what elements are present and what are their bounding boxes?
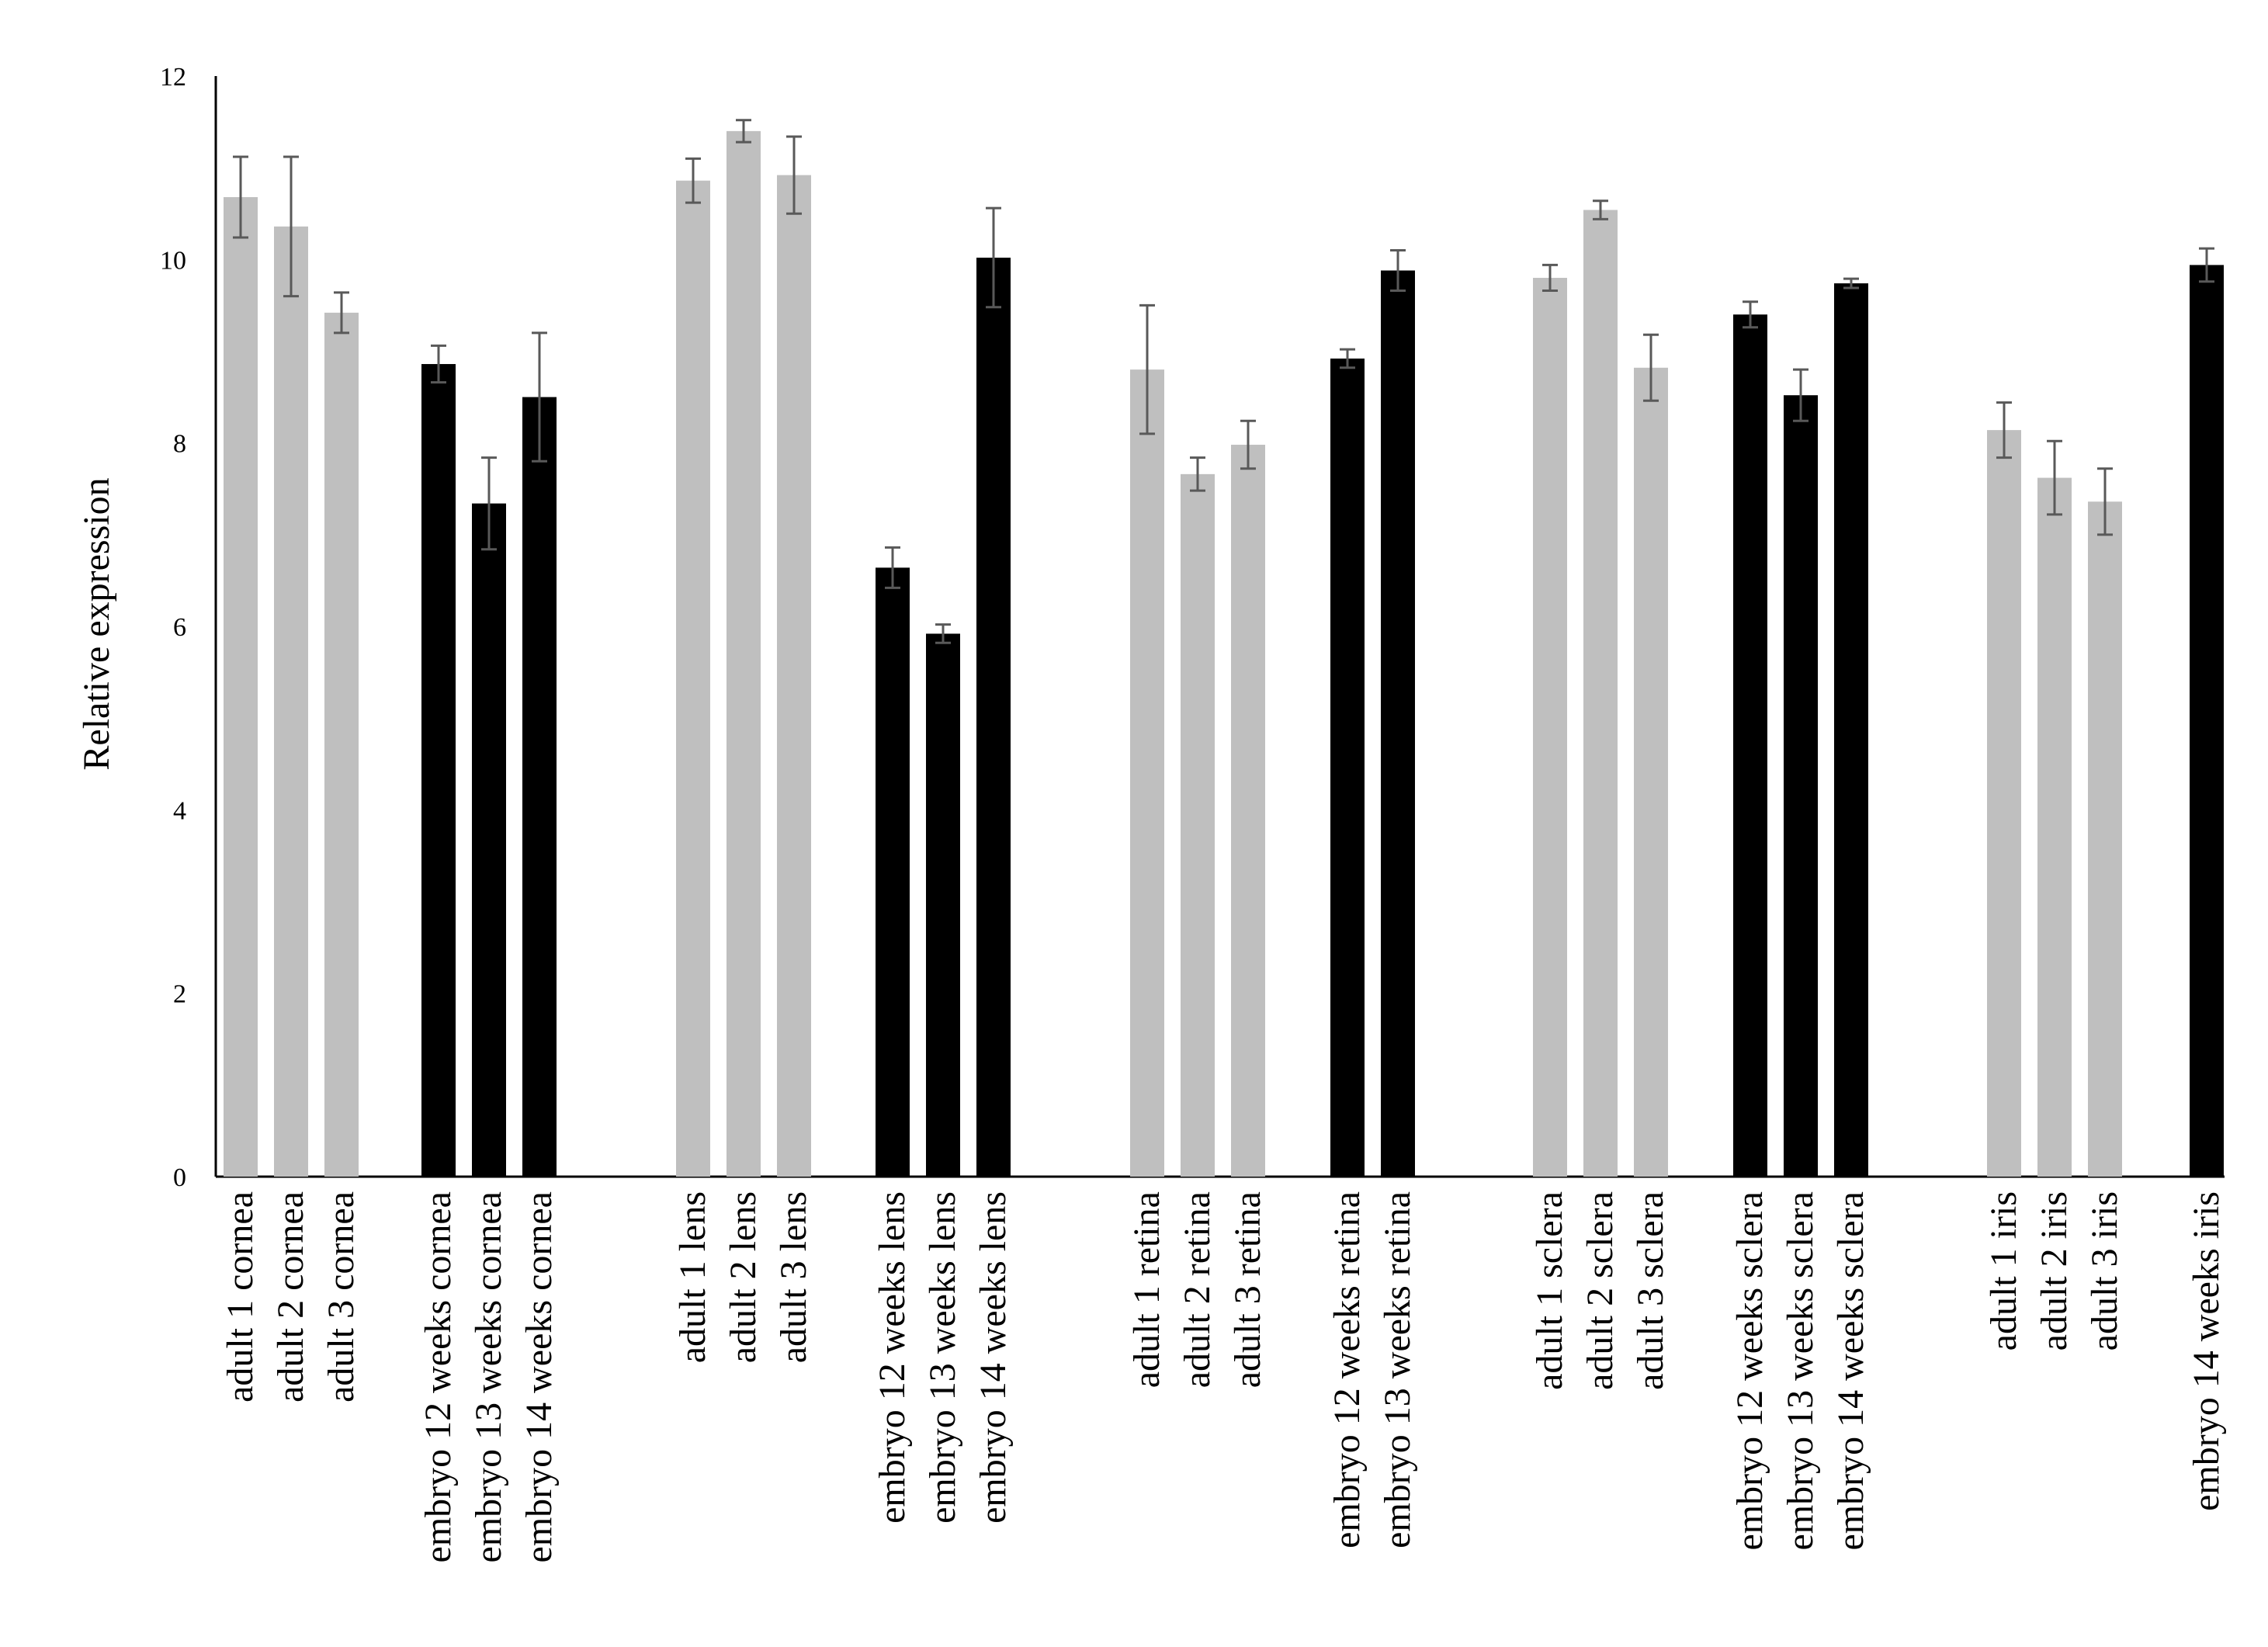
y-tick-label: 6 — [173, 613, 186, 642]
x-tick-label: adult 1 retina — [1126, 1191, 1167, 1388]
bar — [1583, 210, 1618, 1177]
bar — [472, 503, 506, 1177]
bar — [1834, 283, 1868, 1177]
x-tick-label: embryo 14 weeks iris — [2186, 1191, 2227, 1511]
x-tick-label: adult 2 retina — [1177, 1191, 1218, 1388]
bar — [2037, 477, 2072, 1177]
y-tick-label: 0 — [173, 1163, 186, 1192]
bar — [1381, 270, 1415, 1177]
y-axis-label: Relative expression — [76, 477, 117, 770]
error-bars — [233, 119, 2214, 644]
bar — [2088, 501, 2122, 1177]
y-tick-labels: 0 2 4 6 8 10 12 — [160, 63, 186, 1192]
x-tick-label: adult 3 cornea — [321, 1191, 362, 1403]
y-tick-label: 2 — [173, 980, 186, 1009]
error-bar — [431, 344, 446, 384]
x-tick-label: embryo 13 weeks lens — [922, 1191, 963, 1524]
error-bar — [1643, 333, 1659, 402]
error-bar — [1340, 348, 1355, 369]
y-tick-label: 4 — [173, 796, 186, 825]
error-bar — [1139, 303, 1155, 435]
x-tick-label: embryo 13 weeks retina — [1377, 1191, 1418, 1548]
error-bar — [1542, 263, 1558, 293]
x-tick-label: embryo 12 weeks retina — [1326, 1191, 1368, 1548]
bar — [926, 633, 960, 1177]
error-bar — [2097, 467, 2113, 536]
error-bar — [885, 546, 900, 589]
x-tick-label: adult 3 iris — [2084, 1191, 2125, 1351]
bar — [1634, 367, 1668, 1177]
bar — [1181, 473, 1215, 1177]
bar — [1533, 277, 1567, 1177]
bar — [324, 312, 359, 1177]
bar — [274, 226, 308, 1177]
error-bar — [2047, 439, 2062, 516]
x-tick-label: adult 2 lens — [723, 1191, 764, 1363]
x-tick-labels: adult 1 cornea adult 2 cornea adult 3 corn… — [220, 1191, 2227, 1562]
x-tick-label: embryo 13 weeks cornea — [468, 1191, 509, 1562]
error-bar — [935, 623, 951, 644]
error-bar — [986, 206, 1001, 309]
x-tick-label: embryo 14 weeks sclera — [1830, 1191, 1871, 1551]
error-bar — [1793, 368, 1809, 422]
x-tick-label: adult 3 lens — [773, 1191, 814, 1363]
error-bar — [1240, 419, 1256, 470]
bar — [522, 397, 557, 1177]
bar — [777, 175, 811, 1177]
bar — [421, 364, 456, 1177]
error-bar — [1593, 199, 1608, 220]
x-tick-label: adult 1 iris — [1983, 1191, 2024, 1351]
error-bar — [685, 157, 701, 204]
error-bar — [532, 331, 547, 463]
error-bar — [283, 155, 299, 298]
bar — [1987, 430, 2021, 1177]
x-tick-label: adult 1 lens — [672, 1191, 713, 1363]
bar — [1330, 358, 1365, 1177]
x-tick-label: adult 1 sclera — [1529, 1191, 1570, 1390]
x-tick-label: embryo 12 weeks sclera — [1729, 1191, 1770, 1551]
x-tick-label: embryo 14 weeks lens — [973, 1191, 1014, 1524]
x-tick-label: adult 2 cornea — [270, 1191, 311, 1403]
error-bar — [481, 456, 497, 551]
bar — [1130, 369, 1164, 1177]
x-tick-label: embryo 13 weeks sclera — [1780, 1191, 1821, 1551]
x-tick-label: adult 2 iris — [2034, 1191, 2075, 1351]
bar — [1733, 314, 1767, 1177]
error-bar — [1996, 401, 2012, 459]
bar — [876, 567, 910, 1177]
bar — [1784, 395, 1818, 1177]
x-tick-label: embryo 12 weeks cornea — [418, 1191, 459, 1562]
x-tick-label: embryo 14 weeks cornea — [518, 1191, 560, 1562]
error-bar — [1843, 277, 1859, 290]
error-bar — [1390, 249, 1406, 293]
error-bar — [1190, 456, 1205, 492]
bar — [727, 130, 761, 1177]
error-bar — [786, 135, 802, 215]
bar — [2190, 265, 2224, 1177]
bars — [224, 130, 2224, 1177]
bar — [224, 196, 258, 1177]
x-tick-label: adult 3 retina — [1227, 1191, 1268, 1388]
error-bar — [334, 291, 349, 335]
y-tick-label: 8 — [173, 430, 186, 459]
bar — [676, 180, 710, 1177]
error-bar — [2199, 247, 2214, 283]
x-tick-label: adult 3 sclera — [1630, 1191, 1671, 1390]
x-tick-label: adult 2 sclera — [1580, 1191, 1621, 1390]
error-bar — [233, 155, 248, 239]
error-bar — [736, 119, 751, 144]
error-bar — [1743, 300, 1758, 329]
y-tick-label: 10 — [160, 246, 186, 275]
y-tick-label: 12 — [160, 63, 186, 92]
x-tick-label: adult 1 cornea — [220, 1191, 261, 1403]
bar — [1231, 445, 1265, 1177]
bar — [976, 257, 1011, 1177]
x-tick-label: embryo 12 weeks lens — [872, 1191, 913, 1524]
